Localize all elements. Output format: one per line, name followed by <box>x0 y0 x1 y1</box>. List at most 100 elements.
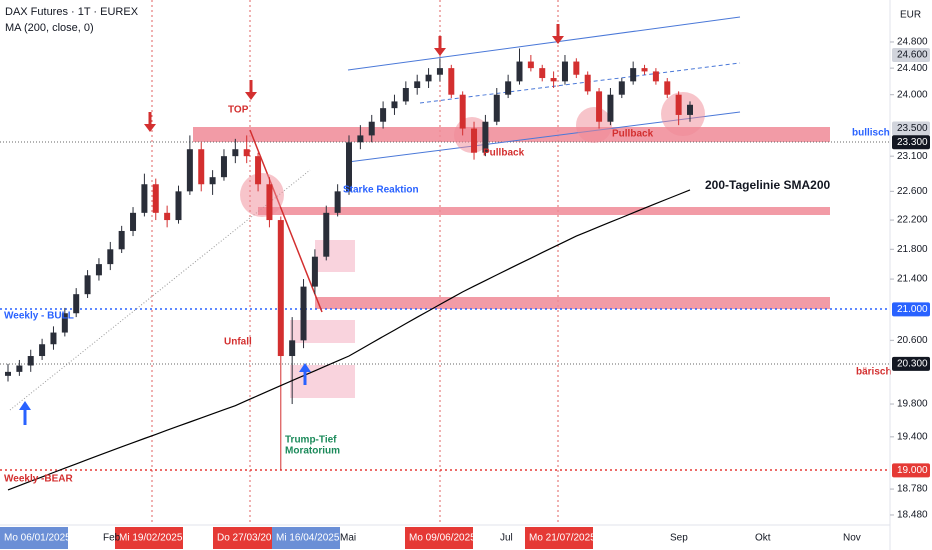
price-tag-label: 20.300 <box>897 359 928 370</box>
candle-body <box>209 177 216 185</box>
candle-body <box>118 230 125 250</box>
date-marker <box>0 527 68 549</box>
candle-body <box>391 101 398 109</box>
annotation: Moratorium <box>285 446 340 457</box>
candle-body <box>289 340 296 357</box>
y-tick-label: 22.600 <box>897 186 928 197</box>
y-tick-label: 21.800 <box>897 244 928 255</box>
candle-body <box>493 94 500 122</box>
candle-body <box>130 212 137 231</box>
x-tick-label: Nov <box>843 533 861 544</box>
symbol-title: DAX Futures · 1T · EUREX <box>5 6 139 18</box>
annotation: Trump-Tief <box>285 435 337 446</box>
candle-body <box>618 81 625 95</box>
candle-body <box>471 128 478 153</box>
date-marker <box>525 527 593 549</box>
candle-body <box>425 74 432 82</box>
annotation: bärisch <box>856 367 892 378</box>
y-tick-label: 18.480 <box>897 510 928 521</box>
x-tick-label: Okt <box>755 533 771 544</box>
candle-body <box>198 149 205 185</box>
y-tick-label: 21.400 <box>897 274 928 285</box>
date-marker <box>272 527 340 549</box>
candle-body <box>482 121 489 153</box>
y-tick-label: 20.600 <box>897 335 928 346</box>
candle-body <box>175 191 182 221</box>
price-tag-label: 23.500 <box>897 123 928 134</box>
date-marker-label: Mo 09/06/2025 <box>409 533 476 544</box>
annotation: bullisch <box>852 128 890 139</box>
candle-body <box>186 149 193 192</box>
candle-body <box>266 184 273 221</box>
candle-body <box>527 61 534 69</box>
date-marker <box>405 527 473 549</box>
date-marker <box>213 527 281 549</box>
candle-body <box>607 94 614 122</box>
candle-body <box>596 91 603 122</box>
date-markers: Mo 06/01/2025 Mi 19/02/2025 Do 27/03/2025 M… <box>0 527 596 549</box>
date-marker-label: Do 27/03/2025 <box>217 533 283 544</box>
date-marker-label: Mo 06/01/2025 <box>4 533 71 544</box>
candle-body <box>334 191 341 213</box>
price-tag <box>892 356 930 371</box>
candle-body <box>459 94 466 129</box>
candle-body <box>368 121 375 136</box>
candle-body <box>414 81 421 89</box>
candle-body <box>652 71 659 82</box>
date-marker-label: Mo 21/07/2025 <box>529 533 596 544</box>
indicator-legend[interactable]: MA (200, close, 0) <box>5 22 94 34</box>
candle-body <box>95 264 102 276</box>
annotation: Starke Reaktion <box>343 185 419 196</box>
price-tag <box>892 135 930 150</box>
x-tick-label: Mai <box>340 533 356 544</box>
candle-body <box>27 356 34 366</box>
candle-body <box>436 68 443 75</box>
annotation: Weekly - BULL <box>4 311 74 322</box>
currency: EUR <box>900 10 921 21</box>
price-tag-label: 24.600 <box>897 50 928 61</box>
price-tag <box>892 302 930 317</box>
annotation: Pullback <box>483 148 525 159</box>
date-marker <box>115 527 183 549</box>
x-tick-label: Feb <box>103 533 121 544</box>
candle-body <box>84 275 91 295</box>
y-tick-label: 22.200 <box>897 215 928 226</box>
candle-body <box>584 74 591 92</box>
candle-body <box>73 294 80 314</box>
annotation: Pullback <box>612 129 654 140</box>
price-tag-label: 19.000 <box>897 465 928 476</box>
y-tick-label: 24.800 <box>897 37 928 48</box>
annotation: 200-Tagelinie SMA200 <box>705 178 830 192</box>
candle-body <box>243 149 250 157</box>
y-tick-label: 18.780 <box>897 484 928 495</box>
y-tick-label: 24.400 <box>897 63 928 74</box>
candle-body <box>664 81 671 95</box>
date-marker-label: Mi 19/02/2025 <box>119 533 183 544</box>
candle-body <box>39 344 46 357</box>
candle-body <box>220 156 227 178</box>
candle-body <box>448 68 455 95</box>
annotation: TOP <box>228 105 249 116</box>
x-tick-label: Sep <box>670 533 688 544</box>
annotation: Weekly -BEAR <box>4 474 74 485</box>
candle-body <box>380 108 387 122</box>
price-tag-label: 21.000 <box>897 304 928 315</box>
candle-body <box>539 68 546 79</box>
candle-body <box>516 61 523 82</box>
candle-body <box>323 212 330 257</box>
x-tick-label: Jul <box>500 533 513 544</box>
ma-line <box>7 189 691 491</box>
candle-body <box>107 249 114 265</box>
y-tick-label: 19.400 <box>897 431 928 442</box>
candle-body <box>300 286 307 341</box>
candle-body <box>357 135 364 143</box>
candle-body <box>232 149 239 157</box>
price-tag <box>892 47 930 62</box>
candle-body <box>164 212 171 221</box>
candle-body <box>50 332 57 345</box>
candle-body <box>687 104 693 115</box>
candle-body <box>630 68 637 82</box>
candle-body <box>255 156 262 185</box>
candle-body <box>346 142 352 192</box>
